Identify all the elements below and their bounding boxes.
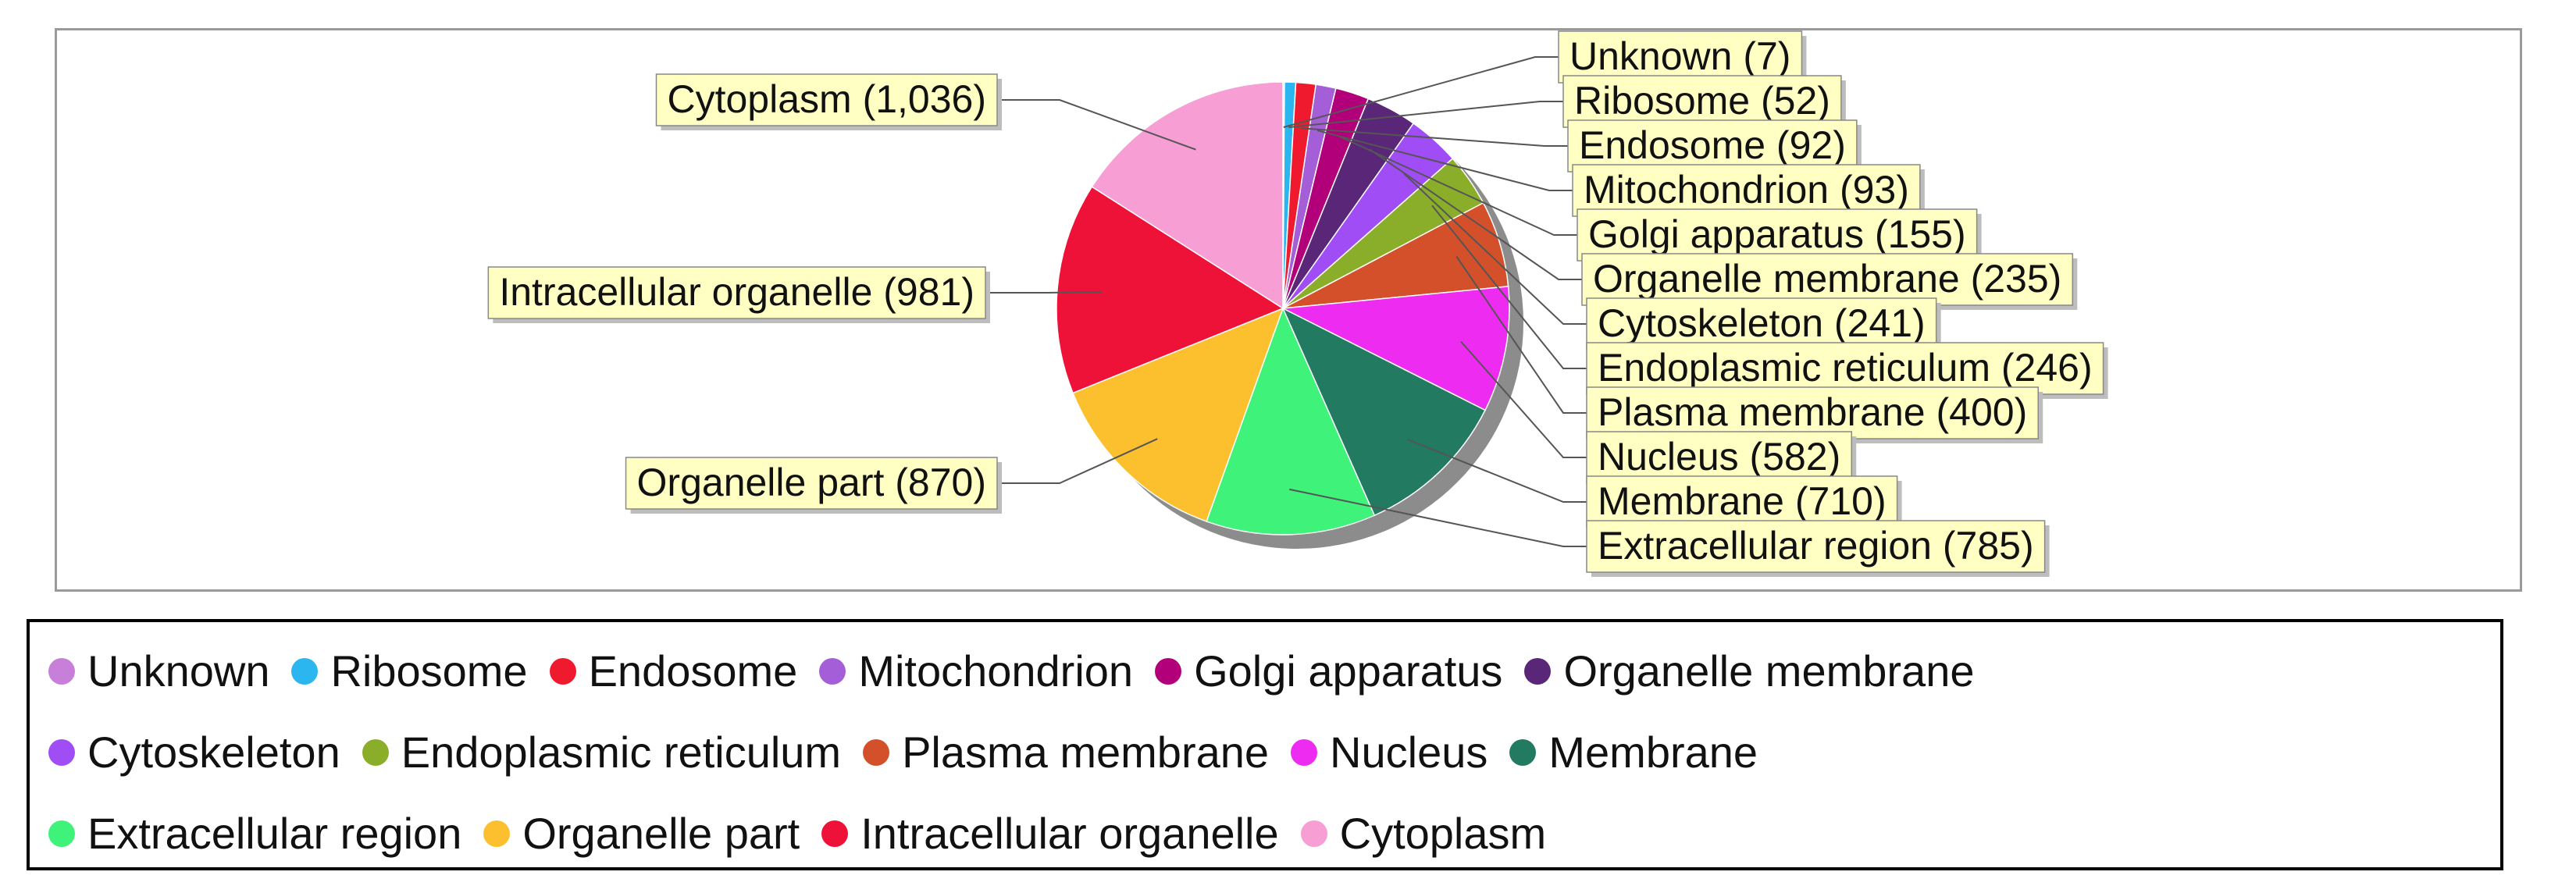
data-label-cytoskeleton: Cytoskeleton (241) [1598, 301, 1926, 345]
label-box-intracellular-organelle [487, 266, 986, 319]
data-label-membrane: Membrane (710) [1598, 479, 1887, 523]
legend-swatch-cytoskeleton [48, 739, 75, 766]
label-box-organelle-part [625, 457, 998, 510]
legend-label-membrane: Membrane [1548, 728, 1758, 777]
slice-intracellular-organelle[interactable] [1056, 186, 1284, 394]
label-box-cytoskeleton [1586, 297, 1937, 350]
leader-line-nucleus [1460, 340, 1587, 458]
data-label-plasma-membrane: Plasma membrane (400) [1598, 390, 2027, 434]
leader-line-endoplasmic-reticulum [1431, 205, 1587, 369]
label-box-endosome [1567, 119, 1858, 173]
leader-line-cytoskeleton [1403, 173, 1587, 325]
legend-label-nucleus: Nucleus [1330, 728, 1488, 777]
slice-nucleus[interactable] [1281, 286, 1510, 411]
leader-line-golgi-apparatus [1338, 135, 1577, 236]
data-label-unknown: Unknown (7) [1569, 34, 1790, 78]
legend-swatch-plasma-membrane [863, 739, 890, 766]
legend-label-organelle-part: Organelle part [522, 809, 800, 858]
leader-line-ribosome [1288, 101, 1563, 129]
legend-swatch-golgi-apparatus [1155, 658, 1182, 685]
legend-swatch-organelle-part [483, 820, 511, 847]
label-box-endoplasmic-reticulum [1586, 342, 2104, 395]
legend-swatch-mitochondrion [819, 658, 846, 685]
data-label-nucleus: Nucleus (582) [1598, 435, 1840, 479]
label-box-unknown [1558, 30, 1803, 84]
data-label-cytoplasm: Cytoplasm (1,036) [668, 77, 987, 121]
legend-swatch-cytoplasm [1300, 820, 1327, 847]
leader-line-plasma-membrane [1455, 255, 1587, 414]
legend-label-endosome: Endosome [588, 646, 798, 696]
legend-label-cytoplasm: Cytoplasm [1339, 809, 1547, 858]
leader-line-mitochondrion [1317, 130, 1573, 191]
leader-line-membrane [1407, 439, 1587, 503]
legend-label-mitochondrion: Mitochondrion [858, 646, 1134, 696]
legend-swatch-extracellular-region [48, 820, 75, 847]
legend-swatch-intracellular-organelle [821, 820, 849, 847]
label-box-extracellular-region [1586, 520, 2046, 573]
legend-label-extracellular-region: Extracellular region [87, 809, 462, 858]
data-label-golgi-apparatus: Golgi apparatus (155) [1588, 212, 1966, 256]
legend-swatch-ribosome [291, 658, 319, 685]
leader-line-organelle-part [997, 438, 1158, 484]
legend-swatch-nucleus [1291, 739, 1318, 766]
legend-swatch-organelle-membrane [1524, 658, 1552, 685]
leader-line-cytoplasm [997, 99, 1196, 151]
label-box-organelle-membrane [1581, 253, 2074, 306]
legend-label-organelle-membrane: Organelle membrane [1563, 646, 1975, 696]
data-label-endoplasmic-reticulum: Endoplasmic reticulum (246) [1598, 346, 2093, 390]
data-label-ribosome: Ribosome (52) [1574, 79, 1830, 123]
leader-line-endosome [1301, 127, 1568, 147]
legend-label-endoplasmic-reticulum: Endoplasmic reticulum [401, 728, 842, 777]
slice-organelle-part[interactable] [1072, 307, 1284, 522]
legend-swatch-endosome [549, 658, 576, 685]
data-label-endosome: Endosome (92) [1579, 123, 1846, 167]
label-box-golgi-apparatus [1577, 208, 1978, 262]
data-label-intracellular-organelle: Intracellular organelle (981) [499, 270, 974, 314]
pie-chart: Unknown (7)Ribosome (52)Endosome (92)Mit… [487, 30, 2108, 577]
slice-extracellular-region[interactable] [1206, 306, 1376, 536]
legend-label-cytoskeleton: Cytoskeleton [87, 728, 340, 777]
label-box-membrane [1586, 475, 1898, 528]
label-box-nucleus [1586, 431, 1853, 484]
legend: Unknown Ribosome Endosome Mitochondrion Golg… [27, 619, 2503, 870]
data-label-mitochondrion: Mitochondrion (93) [1584, 168, 1909, 212]
legend-label-ribosome: Ribosome [330, 646, 528, 696]
legend-swatch-membrane [1509, 739, 1537, 766]
data-label-organelle-part: Organelle part (870) [637, 461, 986, 504]
data-label-organelle-membrane: Organelle membrane (235) [1593, 257, 2061, 301]
slice-membrane[interactable] [1281, 307, 1486, 517]
legend-label-unknown: Unknown [87, 646, 270, 696]
legend-swatch-unknown [48, 658, 75, 685]
leader-line-unknown [1283, 56, 1559, 128]
slice-cytoplasm[interactable] [1091, 81, 1284, 310]
legend-swatch-endoplasmic-reticulum [362, 739, 389, 766]
leader-line-intracellular-organelle [985, 290, 1103, 294]
legend-label-intracellular-organelle: Intracellular organelle [860, 809, 1279, 858]
leader-line-extracellular-region [1289, 488, 1587, 547]
leader-line-organelle-membrane [1369, 148, 1582, 280]
legend-label-golgi-apparatus: Golgi apparatus [1194, 646, 1503, 696]
data-label-extracellular-region: Extracellular region (785) [1598, 524, 2034, 568]
label-box-cytoplasm [655, 73, 998, 126]
legend-label-plasma-membrane: Plasma membrane [902, 728, 1270, 777]
label-box-ribosome [1562, 75, 1842, 128]
